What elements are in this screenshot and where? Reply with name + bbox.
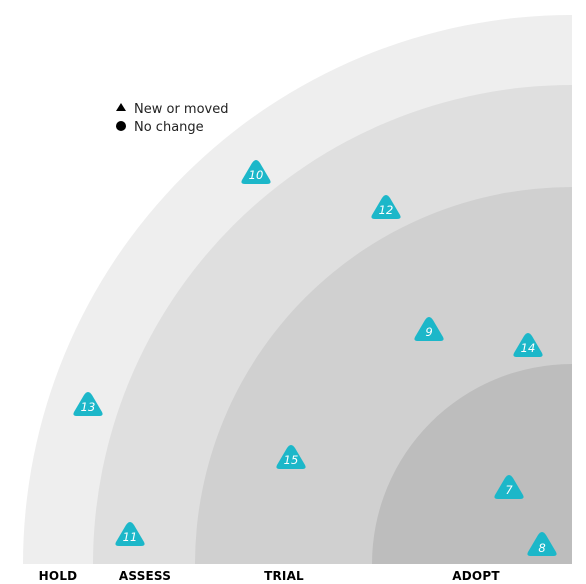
blip-triangle-icon <box>513 333 543 357</box>
blip-11[interactable]: 11 <box>115 522 145 546</box>
triangle-icon <box>116 103 126 111</box>
blip-label: 7 <box>505 483 513 497</box>
blip-label: 8 <box>538 541 545 555</box>
blip-14[interactable]: 14 <box>513 333 543 357</box>
blip-9[interactable]: 9 <box>414 317 444 341</box>
blip-12[interactable]: 12 <box>371 195 401 219</box>
blip-triangle-icon <box>241 160 271 184</box>
blip-8[interactable]: 8 <box>527 532 557 556</box>
blip-label: 14 <box>521 341 536 355</box>
blip-triangle-icon <box>371 195 401 219</box>
legend-new-or-moved: New or moved <box>134 102 228 117</box>
blip-label: 12 <box>379 203 394 217</box>
blip-10[interactable]: 10 <box>241 160 271 184</box>
ring-adopt <box>372 364 572 564</box>
blips[interactable]: 7 8 9 10 11 12 13 14 <box>73 160 557 556</box>
blip-triangle-icon <box>73 392 103 416</box>
blip-13[interactable]: 13 <box>73 392 103 416</box>
blip-triangle-icon <box>414 317 444 341</box>
blip-7[interactable]: 7 <box>494 475 524 499</box>
blip-label: 15 <box>284 453 299 467</box>
ring-label-trial: TRIAL <box>264 569 304 583</box>
ring-label-adopt: ADOPT <box>452 569 500 583</box>
legend: New or moved No change <box>116 102 228 135</box>
blip-label: 10 <box>249 168 264 182</box>
blip-label: 13 <box>81 400 96 414</box>
legend-no-change: No change <box>134 120 204 135</box>
blip-triangle-icon <box>494 475 524 499</box>
blip-label: 11 <box>123 530 138 544</box>
blip-triangle-icon <box>115 522 145 546</box>
ring-label-hold: HOLD <box>39 569 78 583</box>
radar-rings <box>23 15 572 564</box>
blip-triangle-icon <box>527 532 557 556</box>
ring-labels: HOLD ASSESS TRIAL ADOPT <box>39 569 500 583</box>
circle-icon <box>116 121 126 131</box>
ring-label-assess: ASSESS <box>119 569 171 583</box>
blip-triangle-icon <box>276 445 306 469</box>
blip-15[interactable]: 15 <box>276 445 306 469</box>
blip-label: 9 <box>425 325 432 339</box>
